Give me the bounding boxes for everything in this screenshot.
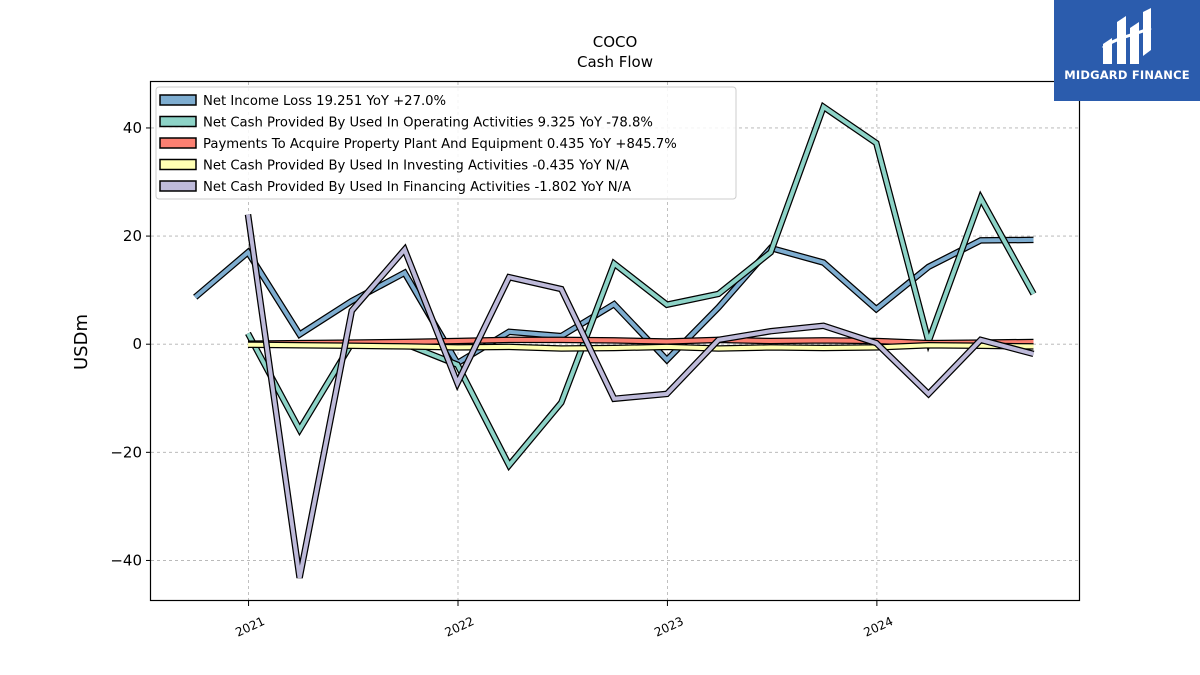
series-3 — [247, 336, 1034, 347]
series-line — [246, 214, 1035, 579]
x-tick-label: 2024 — [862, 614, 896, 640]
legend-label: Net Cash Provided By Used In Financing A… — [203, 180, 631, 195]
y-tick-label: −20 — [110, 443, 142, 461]
chart-title: COCO — [593, 33, 638, 51]
y-tick-label: 40 — [123, 119, 142, 137]
legend-swatch — [159, 115, 197, 128]
chart-subtitle: Cash Flow — [577, 53, 653, 71]
series-line — [193, 237, 1034, 366]
legend-label: Payments To Acquire Property Plant And E… — [203, 137, 677, 152]
series-4 — [247, 341, 1034, 352]
series-line — [247, 337, 1034, 346]
series-line — [247, 342, 1034, 351]
midgard-finance-logo: MIDGARD FINANCE — [1054, 0, 1200, 101]
y-tick-label: 0 — [132, 335, 142, 353]
plot-frame — [149, 80, 1081, 602]
legend: Net Income Loss 19.251 YoY +27.0% Net Cas… — [155, 86, 737, 200]
legend-label: Net Cash Provided By Used In Operating A… — [203, 116, 653, 131]
legend-box — [155, 86, 737, 200]
legend-swatch — [159, 180, 197, 192]
y-tick-label: −40 — [110, 551, 142, 569]
legend-swatch — [159, 94, 197, 106]
logo-mark-icon — [1102, 8, 1152, 64]
x-tick-label: 2023 — [652, 614, 686, 640]
y-axis-label: USDm — [71, 314, 92, 370]
logo-text: MIDGARD FINANCE — [1064, 68, 1190, 82]
legend-swatch — [159, 137, 197, 149]
x-tick-label: 2022 — [443, 614, 477, 640]
legend-swatch — [159, 158, 197, 171]
series-lines — [193, 101, 1037, 579]
legend-label: Net Income Loss 19.251 YoY +27.0% — [203, 94, 446, 109]
x-tick-label: 2021 — [233, 614, 267, 640]
y-tick-label: 20 — [123, 227, 142, 245]
legend-label: Net Cash Provided By Used In Investing A… — [203, 159, 629, 174]
series-5 — [244, 214, 1035, 579]
series-1 — [193, 236, 1034, 368]
